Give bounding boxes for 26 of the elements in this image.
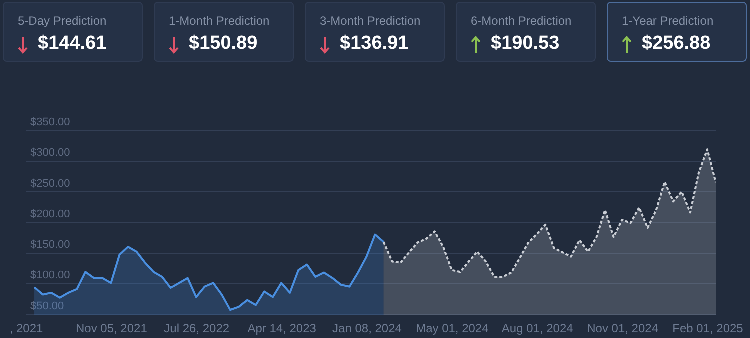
- x-tick-label: Jan 08, 2024: [332, 322, 402, 336]
- y-tick-label: $350.00: [30, 116, 70, 128]
- x-tick-label: Nov 05, 2021: [76, 322, 148, 336]
- text: $144.61: [38, 33, 107, 55]
- text: $136.91: [340, 33, 409, 55]
- text: 1-Month Prediction: [169, 14, 270, 28]
- text: 1-Year Prediction: [622, 14, 714, 28]
- text: 6-Month Prediction: [471, 14, 572, 28]
- text: 5-Day Prediction: [18, 14, 107, 28]
- text: $256.88: [642, 33, 711, 55]
- x-tick-label: May 01, 2024: [416, 322, 490, 336]
- text: $150.89: [189, 33, 258, 55]
- x-tick-label: Feb 01, 2025: [672, 322, 744, 336]
- x-tick-label: Nov 01, 2024: [587, 322, 659, 336]
- x-tick-label: , 2021: [10, 322, 44, 336]
- y-tick-label: $250.00: [30, 178, 70, 190]
- y-tick-label: $150.00: [30, 239, 70, 252]
- text: 3-Month Prediction: [320, 14, 421, 28]
- x-tick-label: Apr 14, 2023: [248, 322, 317, 336]
- y-tick-label: $200.00: [30, 208, 70, 220]
- y-tick-label: $50.00: [30, 300, 64, 312]
- x-tick-label: Jul 26, 2022: [164, 322, 230, 336]
- x-tick-label: Aug 01, 2024: [502, 322, 574, 336]
- y-tick-label: $300.00: [30, 147, 70, 160]
- text: $190.53: [491, 33, 560, 55]
- y-tick-label: $100.00: [30, 270, 70, 282]
